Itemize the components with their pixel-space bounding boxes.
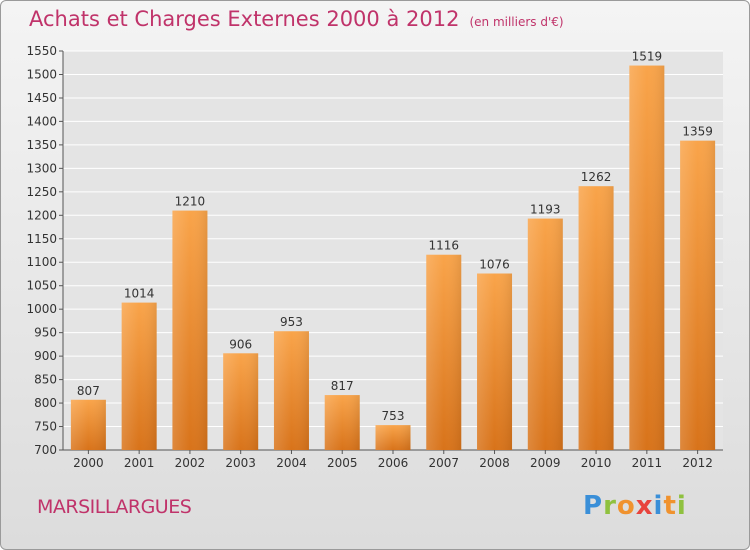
logo-letter: x (635, 491, 654, 521)
x-tick-label: 2002 (175, 456, 206, 470)
bar-value-label: 807 (77, 384, 100, 398)
y-tick-label: 800 (34, 396, 57, 410)
bar-value-label: 1116 (428, 239, 459, 253)
bar-value-label: 1519 (632, 50, 663, 64)
bar-shade (375, 425, 411, 450)
y-tick-label: 1100 (26, 255, 57, 269)
logo-letter: o (616, 491, 636, 521)
y-tick-label: 950 (34, 326, 57, 340)
chart-title-main: Achats et Charges Externes 2000 à 2012 (29, 7, 460, 31)
y-tick-label: 1000 (26, 302, 57, 316)
proxiti-logo: Proxiti (583, 491, 687, 521)
bar-value-label: 953 (280, 315, 303, 329)
y-tick-label: 1200 (26, 208, 57, 222)
logo-letter: i (676, 491, 687, 521)
bar-shade (273, 331, 309, 450)
y-tick-label: 1300 (26, 161, 57, 175)
y-tick-label: 850 (34, 373, 57, 387)
bar-value-label: 1210 (175, 195, 206, 209)
bar-value-label: 1014 (124, 287, 155, 301)
bar-value-label: 906 (229, 337, 252, 351)
y-tick-label: 1550 (26, 44, 57, 58)
y-tick-label: 900 (34, 349, 57, 363)
x-tick-label: 2012 (682, 456, 713, 470)
y-tick-label: 750 (34, 420, 57, 434)
bar-value-label: 1193 (530, 203, 561, 217)
bar-shade (121, 302, 157, 450)
x-tick-label: 2011 (632, 456, 663, 470)
city-name: MARSILLARGUES (37, 496, 192, 518)
bar-shade (70, 399, 106, 450)
x-tick-label: 2004 (276, 456, 307, 470)
bar-shade (172, 210, 208, 450)
x-tick-label: 2005 (327, 456, 358, 470)
bar-shade (223, 353, 259, 450)
y-tick-label: 1150 (26, 232, 57, 246)
x-tick-label: 2008 (479, 456, 510, 470)
bar-shade (426, 254, 462, 450)
bar-value-label: 1076 (479, 258, 510, 272)
x-tick-label: 2006 (378, 456, 409, 470)
y-tick-label: 1400 (26, 114, 57, 128)
y-tick-label: 1500 (26, 67, 57, 81)
logo-letter: P (583, 491, 604, 521)
bar-shade (680, 140, 716, 450)
y-tick-label: 700 (34, 443, 57, 457)
bar-value-label: 1359 (682, 125, 713, 139)
y-tick-label: 1450 (26, 91, 57, 105)
logo-letter: r (603, 491, 617, 521)
bar-shade (527, 218, 563, 450)
y-tick-label: 1050 (26, 279, 57, 293)
x-tick-label: 2007 (428, 456, 459, 470)
chart-title: Achats et Charges Externes 2000 à 2012 (e… (29, 7, 564, 31)
bar-shade (629, 65, 665, 451)
x-tick-label: 2003 (225, 456, 256, 470)
plot-area (63, 51, 723, 450)
x-tick-label: 2001 (124, 456, 155, 470)
bar-shade (578, 186, 614, 450)
bar-value-label: 1262 (581, 170, 612, 184)
logo-letter: t (663, 491, 677, 521)
bar-shade (324, 395, 360, 450)
bar-value-label: 817 (331, 379, 354, 393)
x-tick-label: 2010 (581, 456, 612, 470)
bar-shade (477, 273, 513, 450)
y-tick-label: 1250 (26, 185, 57, 199)
chart-unit-label: (en milliers d'€) (469, 15, 564, 29)
y-tick-label: 1350 (26, 138, 57, 152)
logo-letter: i (653, 491, 664, 521)
x-tick-label: 2009 (530, 456, 561, 470)
bar-value-label: 753 (382, 409, 405, 423)
x-tick-label: 2000 (73, 456, 104, 470)
